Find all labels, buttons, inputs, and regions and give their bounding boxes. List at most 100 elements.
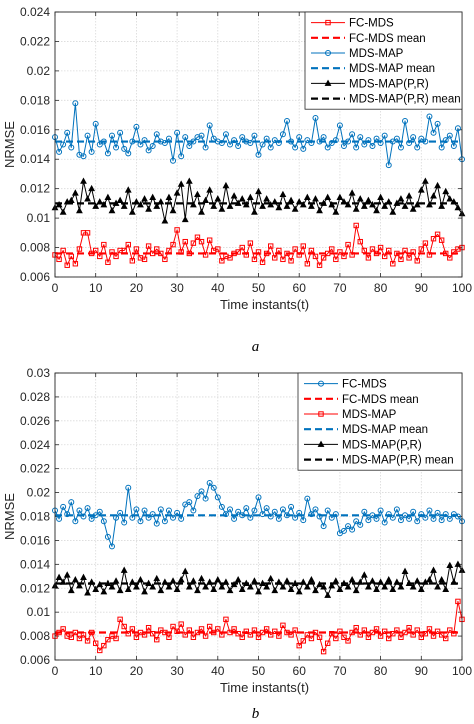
data-point <box>410 632 416 638</box>
legend-box <box>304 11 463 110</box>
data-point <box>235 508 242 515</box>
data-point <box>405 192 413 199</box>
data-point <box>124 585 132 592</box>
data-point <box>303 193 311 200</box>
data-point <box>247 240 254 246</box>
data-point <box>296 134 303 141</box>
legend-label: MDS-MAP(P,R) mean <box>349 94 461 106</box>
data-point <box>162 256 168 263</box>
legend: FC-MDS FC-MDS mean MDS-MAP MDS-MAP mean MDS-… <box>304 11 463 110</box>
data-point <box>410 134 417 141</box>
data-point <box>133 246 140 252</box>
data-point <box>377 244 384 251</box>
data-point <box>353 518 360 525</box>
data-point <box>357 238 363 245</box>
data-point <box>80 632 87 638</box>
data-point <box>239 634 245 640</box>
x-tick-label: 30 <box>170 281 184 295</box>
data-point <box>454 203 462 211</box>
data-point <box>385 511 392 518</box>
data-point <box>185 583 193 590</box>
data-point <box>271 586 279 594</box>
data-point <box>157 586 165 594</box>
data-point <box>214 576 222 583</box>
data-point <box>438 576 446 583</box>
data-point <box>182 632 188 638</box>
x-tick-label: 100 <box>452 664 472 678</box>
data-point <box>373 585 380 592</box>
data-point <box>337 628 343 634</box>
data-point <box>92 120 99 127</box>
data-point <box>101 241 107 248</box>
data-point <box>259 259 266 265</box>
data-point <box>320 255 327 261</box>
data-point <box>442 187 450 195</box>
data-point <box>386 635 392 642</box>
data-point <box>381 202 389 209</box>
data-point <box>402 247 408 254</box>
data-point <box>406 625 412 631</box>
data-point <box>238 195 246 202</box>
data-point <box>312 195 319 202</box>
data-point <box>194 629 201 636</box>
data-point <box>316 206 323 214</box>
data-point <box>128 208 136 215</box>
data-point <box>385 576 393 583</box>
data-point <box>434 120 441 127</box>
legend-item: MDS-MAP <box>304 409 397 421</box>
data-point <box>390 261 396 267</box>
data-point <box>349 629 355 636</box>
y-tick-label: 0.012 <box>20 182 50 196</box>
data-point <box>430 192 437 199</box>
data-point <box>93 640 99 646</box>
data-point <box>80 177 87 184</box>
data-point <box>59 208 67 215</box>
data-point <box>422 240 429 246</box>
data-point <box>105 259 111 265</box>
legend-marker <box>317 440 325 447</box>
data-point <box>364 583 372 590</box>
data-point <box>63 571 71 578</box>
legend-label: MDS-MAP <box>342 409 397 421</box>
data-point <box>137 201 144 208</box>
data-point <box>373 206 380 214</box>
y-tick-label: 0.014 <box>20 557 50 571</box>
y-tick-label: 0.02 <box>27 486 51 500</box>
data-point <box>356 195 364 202</box>
data-point <box>329 246 335 252</box>
data-point <box>125 630 131 637</box>
panel-caption: a <box>252 339 260 355</box>
data-point <box>336 193 344 200</box>
data-point <box>153 202 161 209</box>
y-tick-label: 0.022 <box>20 34 50 48</box>
data-point <box>149 193 157 200</box>
data-point <box>56 629 62 636</box>
data-point <box>64 129 71 136</box>
data-point <box>231 626 237 632</box>
data-point <box>267 513 274 520</box>
data-point <box>97 647 103 654</box>
data-point <box>71 189 79 196</box>
data-point <box>227 141 234 148</box>
data-point <box>329 630 335 637</box>
data-point <box>295 588 303 595</box>
data-point <box>255 634 262 640</box>
data-point <box>308 511 315 518</box>
data-point <box>206 623 213 630</box>
legend-item: FC-MDS <box>304 379 387 391</box>
data-point <box>443 635 449 642</box>
data-point <box>279 190 287 198</box>
legend-label: FC-MDS <box>342 379 387 391</box>
x-tick-label: 10 <box>89 664 103 678</box>
data-point <box>304 632 311 638</box>
data-point <box>397 195 405 202</box>
data-point <box>178 153 185 160</box>
data-point <box>357 134 364 141</box>
data-point <box>442 511 449 518</box>
data-point <box>381 519 388 526</box>
data-point <box>161 140 168 147</box>
data-point <box>149 583 157 590</box>
data-point <box>84 230 91 236</box>
y-tick-label: 0.02 <box>27 64 51 78</box>
data-point <box>246 583 254 590</box>
